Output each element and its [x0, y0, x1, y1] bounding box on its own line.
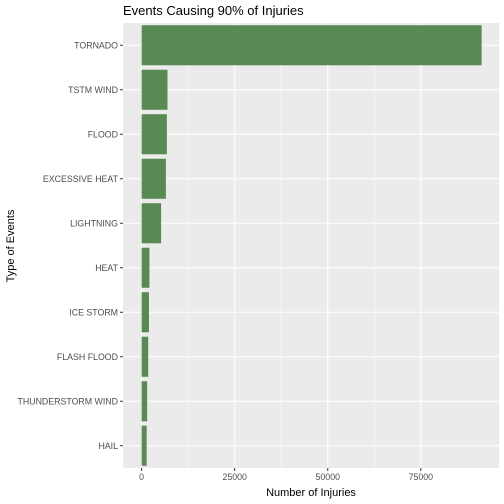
bar-excessive-heat — [141, 158, 166, 199]
chart-title: Events Causing 90% of Injuries — [123, 3, 304, 18]
y-tick-label: TSTM WIND — [68, 85, 118, 95]
y-tick-label: TORNADO — [74, 40, 118, 50]
bar-tornado — [141, 25, 482, 66]
bar-ice-storm — [141, 292, 149, 333]
bar-thunderstorm-wind — [141, 381, 148, 422]
bar-tstm-wind — [141, 69, 168, 110]
bars — [141, 25, 482, 466]
y-axis-title: Type of Events — [5, 209, 17, 282]
bar-heat — [141, 247, 150, 288]
bar-flood — [141, 114, 167, 155]
y-tick-label: FLOOD — [88, 129, 118, 139]
y-tick-label: HAIL — [98, 441, 118, 451]
x-tick-label: 75000 — [409, 472, 434, 482]
bar-hail — [141, 425, 147, 466]
y-tick-label: ICE STORM — [69, 307, 118, 317]
y-tick-label: THUNDERSTORM WIND — [17, 396, 118, 406]
y-tick-label: HEAT — [95, 263, 118, 273]
x-tick-label: 25000 — [222, 472, 247, 482]
x-axis-title: Number of Injuries — [266, 487, 356, 499]
bar-flash-flood — [141, 336, 149, 377]
y-tick-label: EXCESSIVE HEAT — [43, 174, 119, 184]
x-axis: 0 25000 50000 75000 — [139, 468, 433, 482]
x-tick-label: 50000 — [316, 472, 341, 482]
y-tick-label: FLASH FLOOD — [57, 352, 118, 362]
plot-panel — [123, 23, 499, 468]
y-axis: TORNADO TSTM WIND FLOOD EXCESSIVE HEAT LIGHT… — [17, 40, 123, 451]
bar-lightning — [141, 203, 162, 244]
y-tick-label: LIGHTNING — [70, 218, 118, 228]
x-tick-label: 0 — [139, 472, 144, 482]
